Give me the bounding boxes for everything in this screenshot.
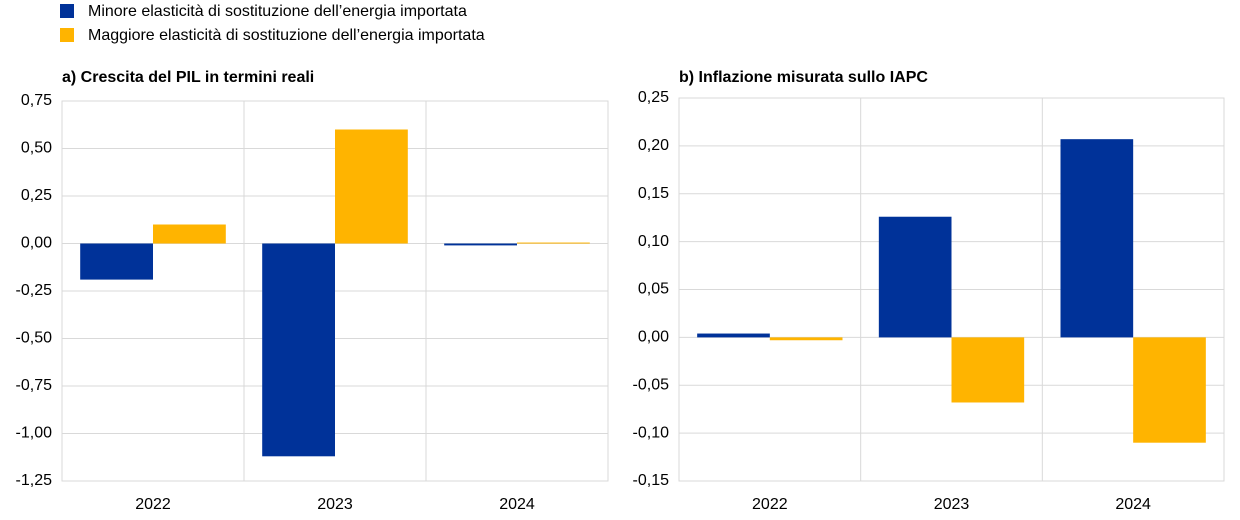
y-tick-label: 0,00 [638,329,669,346]
legend-label: Maggiore elasticità di sostituzione dell… [88,27,485,44]
y-tick-label: 0,05 [638,281,669,298]
legend-swatch [60,28,74,42]
bar [517,242,590,244]
bar [1133,337,1206,443]
bar [444,243,517,246]
x-tick-label: 2022 [752,496,788,513]
bar [335,129,408,244]
bar [878,216,952,338]
y-tick-label: -0,15 [633,472,670,489]
y-tick-label: 0,10 [638,233,669,250]
bar [80,243,153,280]
bar [262,243,335,457]
x-tick-label: 2023 [934,496,970,513]
chart-title: a) Crescita del PIL in termini reali [62,69,314,86]
y-tick-label: -0,25 [16,282,53,299]
y-tick-label: -0,05 [633,376,670,393]
y-tick-label: 0,25 [21,187,52,204]
chart-title: b) Inflazione misurata sullo IAPC [679,69,928,86]
legend-label: Minore elasticità di sostituzione dell’e… [88,3,467,20]
x-tick-label: 2024 [499,496,535,513]
y-tick-label: 0,25 [638,89,669,106]
x-tick-label: 2022 [135,496,171,513]
bar [951,337,1025,403]
y-tick-label: 0,15 [638,185,669,202]
y-tick-label: -1,25 [16,472,53,489]
bar [1060,139,1134,338]
y-tick-label: 0,20 [638,137,669,154]
y-tick-label: -0,75 [16,377,53,394]
y-tick-label: -1,00 [16,425,53,442]
y-tick-label: -0,50 [16,330,53,347]
legend-swatch [60,4,74,18]
bar [153,224,226,244]
bar [697,333,770,338]
x-tick-label: 2023 [317,496,353,513]
y-tick-label: 0,00 [21,235,52,252]
x-tick-label: 2024 [1115,496,1151,513]
y-tick-label: 0,75 [21,92,52,109]
y-tick-label: 0,50 [21,140,52,157]
bar [769,337,843,341]
y-tick-label: -0,10 [633,424,670,441]
